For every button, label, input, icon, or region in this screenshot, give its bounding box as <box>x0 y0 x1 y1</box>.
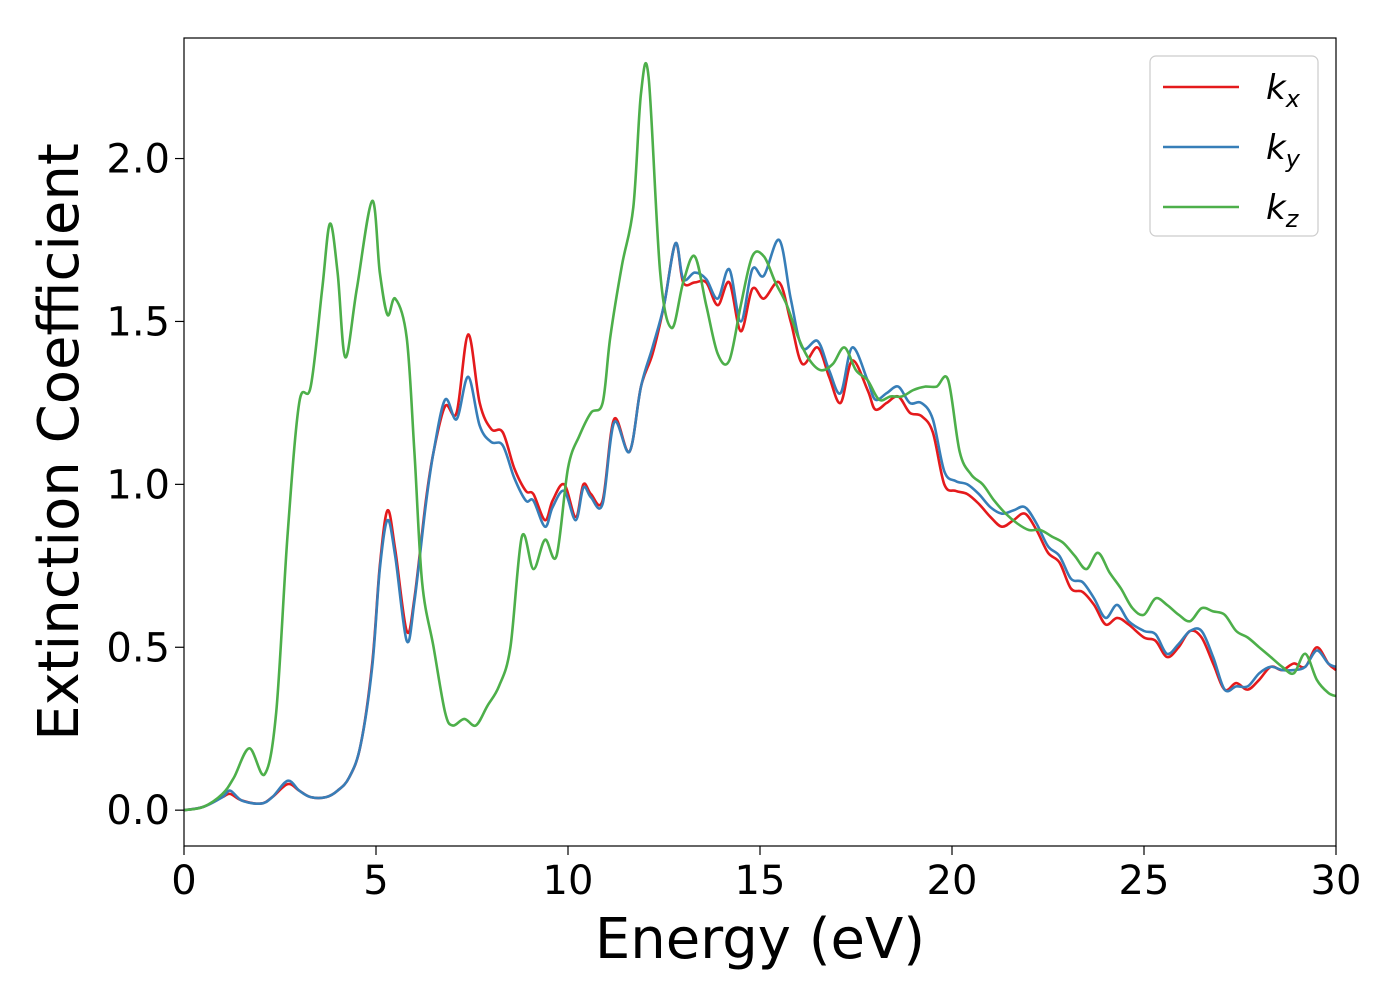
legend: kx ky kz <box>1149 55 1319 237</box>
y-tick-label: 1.0 <box>106 462 170 508</box>
y-axis-label: Extinction Coefficient <box>27 143 92 741</box>
plot-lines <box>183 61 1337 812</box>
x-tick-label: 25 <box>1119 858 1170 904</box>
x-tick-label: 15 <box>735 858 786 904</box>
legend-label-z: kz <box>1266 188 1300 233</box>
y-axis: 0.0 0.5 1.0 1.5 2.0 <box>106 137 184 834</box>
x-axis: 0 5 10 15 20 25 30 <box>171 846 1361 904</box>
y-tick-label: 2.0 <box>106 137 170 183</box>
series-line-y <box>183 238 1337 812</box>
y-tick-label: 0.5 <box>106 625 170 671</box>
x-axis-label: Energy (eV) <box>595 907 925 972</box>
x-tick-label: 5 <box>363 858 388 904</box>
x-tick-label: 30 <box>1311 858 1362 904</box>
x-tick-label: 20 <box>927 858 978 904</box>
y-tick-label: 1.5 <box>106 299 170 345</box>
y-tick-label: 0.0 <box>106 788 170 834</box>
series-line-x <box>183 241 1337 812</box>
x-tick-label: 0 <box>171 858 196 904</box>
legend-label-y: ky <box>1266 128 1301 173</box>
x-tick-label: 10 <box>543 858 594 904</box>
legend-label-x: kx <box>1266 68 1301 113</box>
series-line-z <box>183 61 1337 812</box>
